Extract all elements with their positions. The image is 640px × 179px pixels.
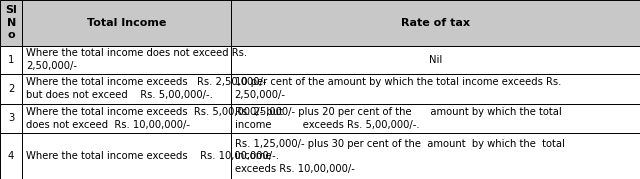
- Bar: [230, 103, 640, 133]
- Text: Where the total income exceeds   Rs. 2,50,000/-
but does not exceed    Rs. 5,00,: Where the total income exceeds Rs. 2,50,…: [26, 78, 267, 100]
- Text: 10 per cent of the amount by which the total income exceeds Rs.
2,50,000/-: 10 per cent of the amount by which the t…: [235, 78, 561, 100]
- Bar: [230, 133, 640, 179]
- Bar: [22, 0, 230, 46]
- Bar: [22, 133, 230, 179]
- Text: 2: 2: [8, 84, 14, 94]
- Bar: [22, 103, 230, 133]
- Bar: [22, 74, 230, 103]
- Bar: [230, 46, 640, 74]
- Bar: [230, 0, 640, 46]
- Text: Sl
N
o: Sl N o: [5, 5, 17, 40]
- Bar: [0, 103, 22, 133]
- Text: Total Income: Total Income: [87, 18, 166, 28]
- Text: Rate of tax: Rate of tax: [401, 18, 470, 28]
- Text: Where the total income exceeds  Rs. 5,00,000/- but
does not exceed  Rs. 10,00,00: Where the total income exceeds Rs. 5,00,…: [26, 107, 284, 130]
- Bar: [0, 0, 22, 46]
- Text: Where the total income does not exceed Rs.
2,50,000/-: Where the total income does not exceed R…: [26, 49, 248, 71]
- Text: Rs. 1,25,000/- plus 30 per cent of the  amount  by which the  total
income
excee: Rs. 1,25,000/- plus 30 per cent of the a…: [235, 139, 564, 174]
- Text: Rs. 25,000/- plus 20 per cent of the      amount by which the total
income      : Rs. 25,000/- plus 20 per cent of the amo…: [235, 107, 561, 130]
- Text: Where the total income exceeds    Rs. 10,00,000/-.: Where the total income exceeds Rs. 10,00…: [26, 151, 279, 161]
- Bar: [0, 46, 22, 74]
- Bar: [0, 133, 22, 179]
- Text: Nil: Nil: [429, 55, 442, 65]
- Text: 4: 4: [8, 151, 14, 161]
- Text: 3: 3: [8, 113, 14, 124]
- Text: 1: 1: [8, 55, 14, 65]
- Bar: [230, 74, 640, 103]
- Bar: [22, 46, 230, 74]
- Bar: [0, 74, 22, 103]
